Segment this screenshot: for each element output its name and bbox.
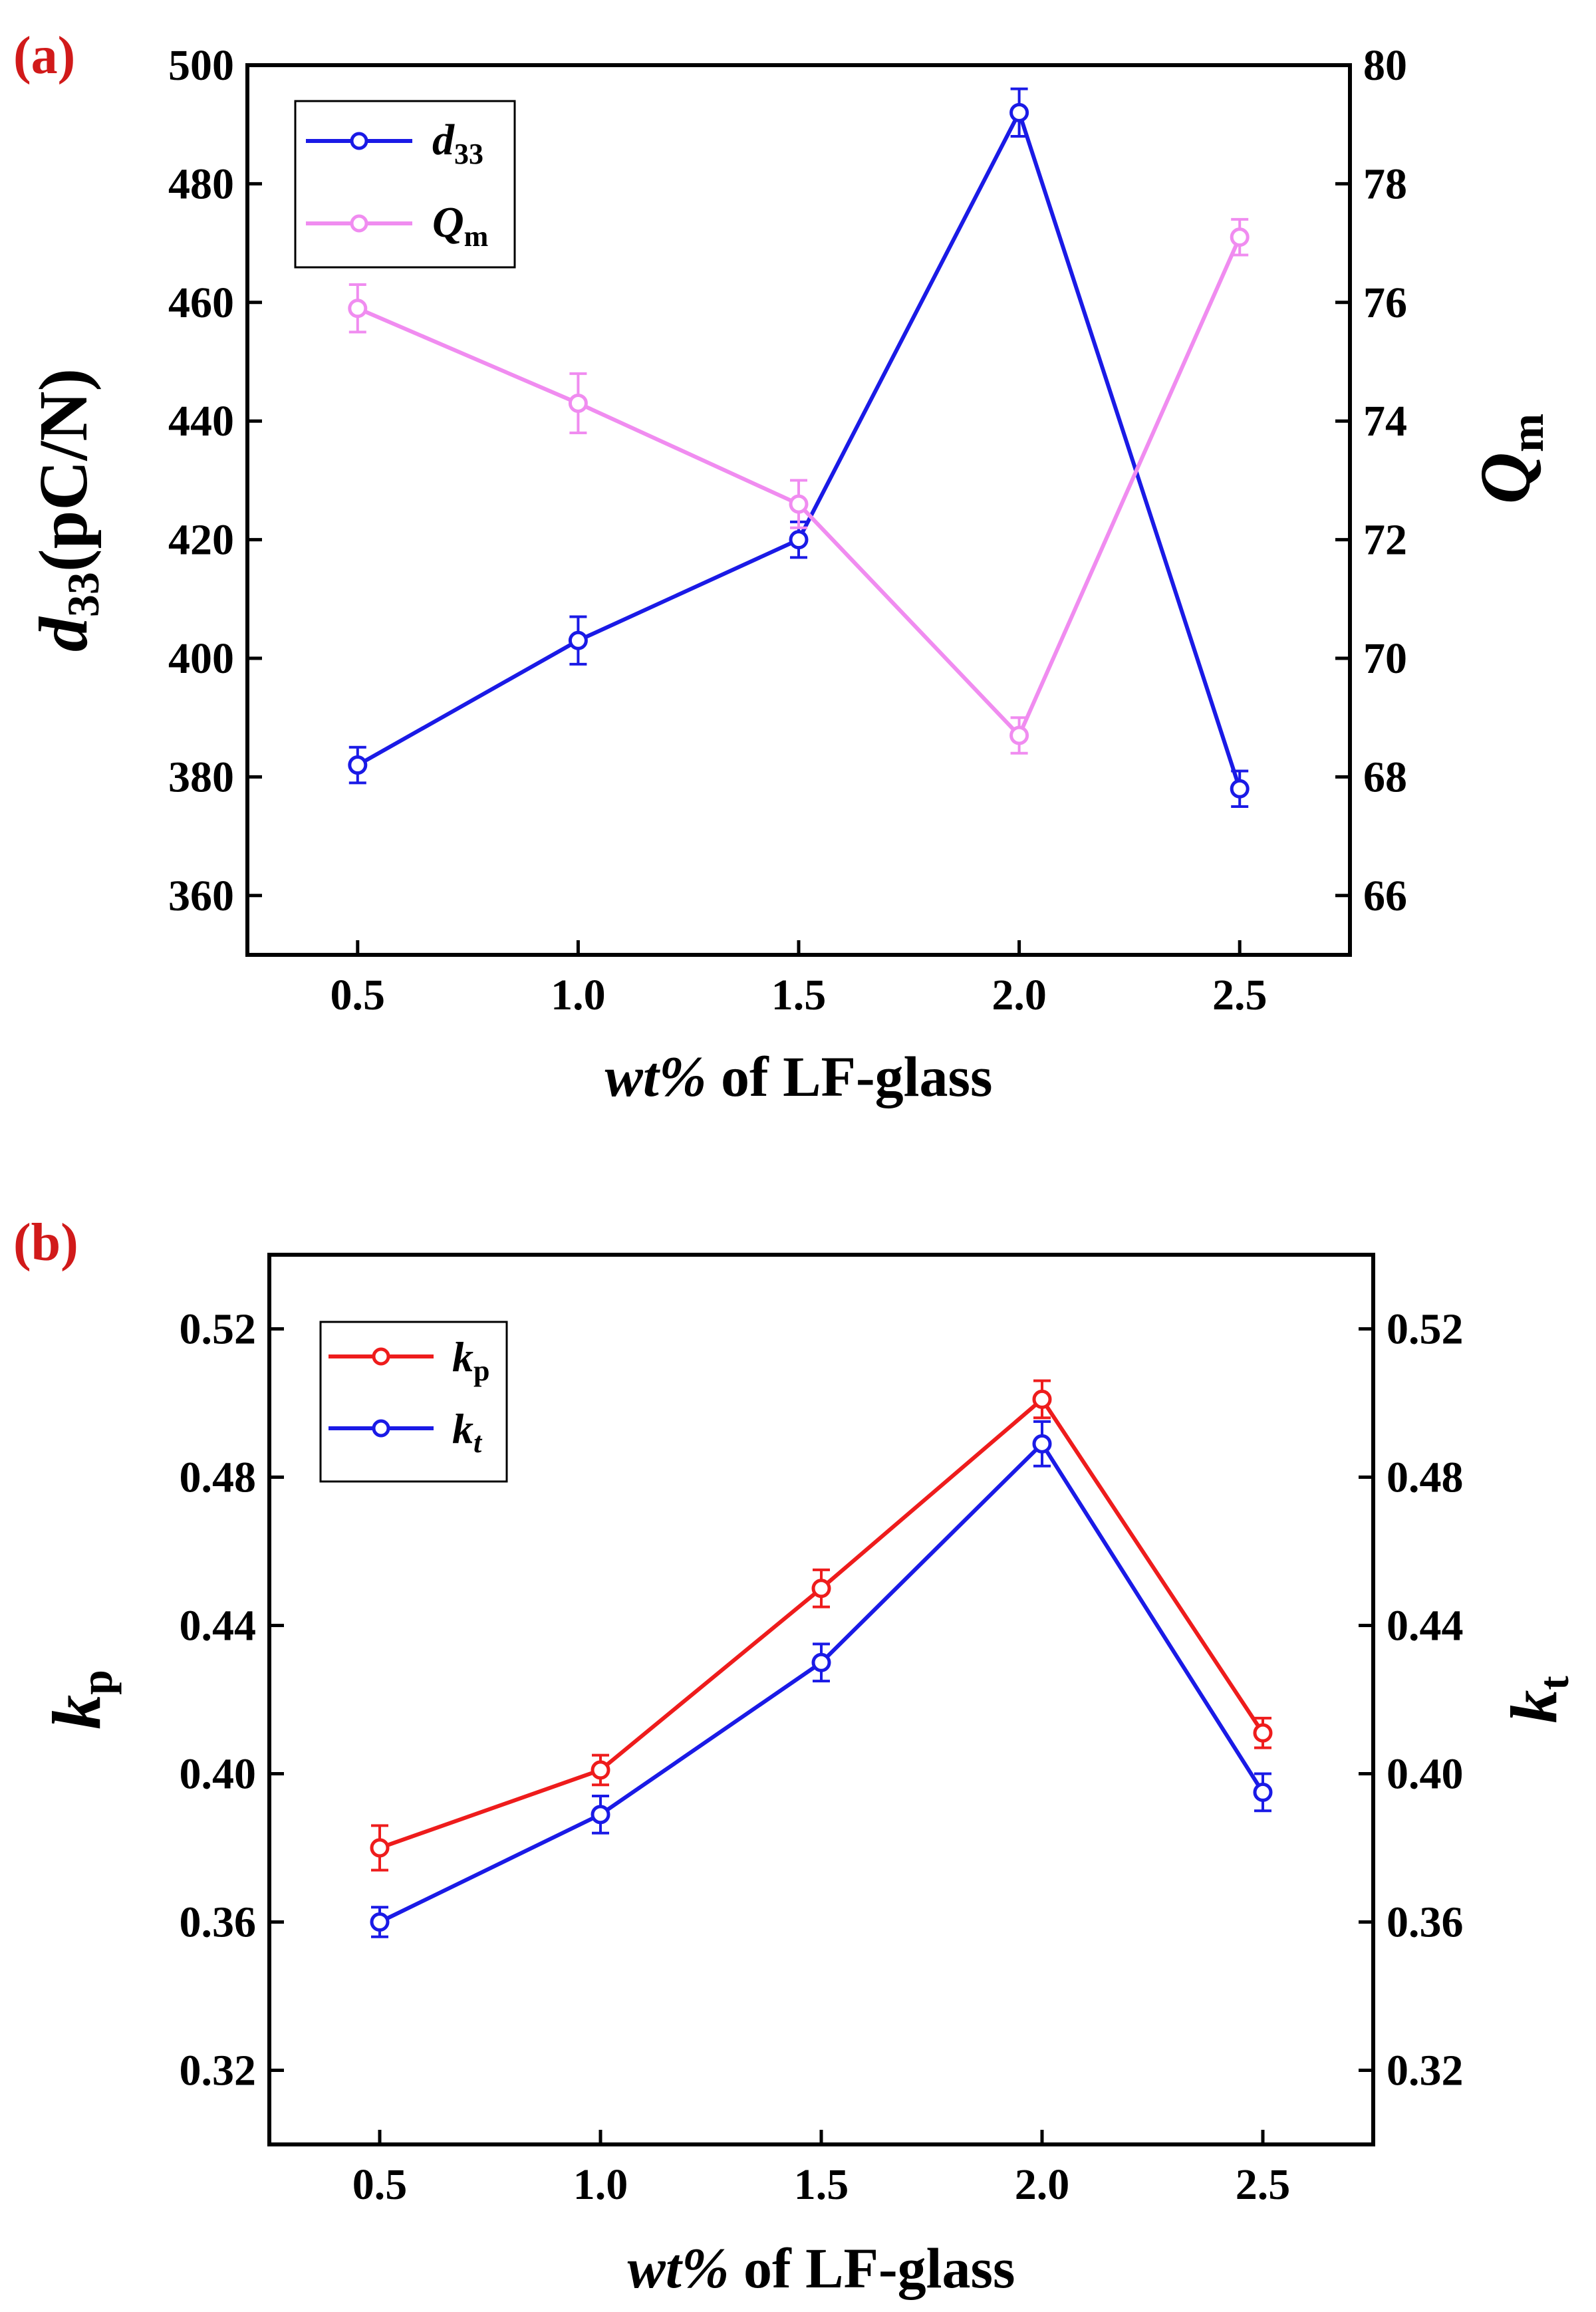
y-left-tick-label: 0.40: [180, 1750, 257, 1799]
y-right-tick-label: 0.40: [1387, 1750, 1464, 1799]
series-lines-b: [370, 1379, 1273, 1938]
x-axis-title-b: wt% of LF-glass: [628, 2236, 1015, 2300]
legend-marker-kp: [372, 1347, 390, 1366]
legend-label-d33: d33: [432, 116, 483, 170]
y-right-tick-label: 0.48: [1387, 1454, 1464, 1502]
data-point: [370, 1838, 390, 1858]
axis-ticks-a: 0.5 1.0 1.5 2.0 2.5 360 380 400 420 440 460 480 500 6…: [168, 41, 1407, 1019]
x-tick-label: 0.5: [352, 2160, 408, 2209]
data-point: [1253, 1782, 1273, 1802]
y-left-tick-label: 0.48: [180, 1454, 257, 1502]
series-line-1-0: [379, 1397, 1265, 1850]
x-tick-label: 1.0: [551, 971, 606, 1019]
data-point: [789, 494, 809, 514]
x-tick-label: 0.5: [331, 971, 386, 1019]
y-right-tick-label: 66: [1363, 872, 1407, 920]
y-left-tick-label: 380: [168, 753, 234, 801]
y-right-tick-label: 74: [1363, 397, 1407, 446]
x-tick-label: 1.0: [573, 2160, 628, 2209]
x-axis-title-a: wt% of LF-glass: [605, 1045, 993, 1108]
legend-b: kp kt: [319, 1321, 508, 1483]
y-right-tick-label: 0.36: [1387, 1898, 1464, 1947]
series-line-1-1: [378, 1442, 1265, 1924]
y-right-tick-label: 76: [1363, 279, 1407, 327]
data-point: [348, 299, 368, 319]
data-point: [1230, 227, 1250, 247]
x-tick-label: 2.0: [992, 971, 1047, 1019]
data-point: [591, 1805, 610, 1825]
data-point: [789, 530, 809, 550]
panel-a: (a) 0.5 1.0 1.5 2.0 2.5 360 380 400 420 440 460 480…: [13, 27, 1553, 1108]
y-left-tick-label: 460: [168, 279, 234, 327]
x-tick-label: 2.5: [1212, 971, 1267, 1019]
panel-label-b: (b): [13, 1214, 78, 1272]
data-point: [1032, 1389, 1052, 1409]
data-point: [370, 1912, 390, 1932]
y-right-tick-label: 72: [1363, 516, 1407, 565]
y-left-tick-label: 440: [168, 397, 234, 446]
y-right-tick-label: 70: [1363, 634, 1407, 683]
data-point: [568, 630, 588, 650]
series-lines-a: [348, 87, 1250, 808]
y-right-tick-label: 0.44: [1387, 1602, 1464, 1650]
data-point: [1253, 1723, 1273, 1743]
data-point: [568, 393, 588, 413]
y-axis-title-right-a: Qm: [1466, 414, 1553, 504]
legend-marker-qm: [350, 214, 368, 233]
x-tick-label: 1.5: [771, 971, 827, 1019]
y-right-tick-label: 68: [1363, 753, 1407, 801]
legend-box-a: [294, 100, 516, 269]
y-right-tick-label: 0.52: [1387, 1305, 1464, 1354]
y-left-tick-label: 400: [168, 634, 234, 683]
y-left-tick-label: 0.44: [180, 1602, 257, 1650]
data-point: [1009, 725, 1029, 745]
x-tick-label: 1.5: [794, 2160, 849, 2209]
legend-label-qm: Qm: [432, 198, 488, 253]
y-axis-title-left-a: d33(pC/N): [25, 368, 108, 652]
data-point: [348, 755, 368, 775]
y-left-tick-label: 0.36: [180, 1898, 257, 1947]
y-left-tick-label: 420: [168, 516, 234, 565]
y-left-tick-label: 0.32: [180, 2047, 257, 2095]
x-tick-label: 2.5: [1236, 2160, 1291, 2209]
y-axis-title-right-b: kt: [1497, 1676, 1577, 1724]
legend-label-kt: kt: [452, 1405, 483, 1459]
legend-marker-kt: [372, 1419, 390, 1438]
y-left-tick-label: 500: [168, 41, 234, 90]
y-right-tick-label: 78: [1363, 160, 1407, 208]
data-point: [811, 1652, 831, 1672]
axis-ticks-b: 0.5 1.0 1.5 2.0 2.5 0.32 0.36 0.40 0.44 0.48 0.52 0…: [180, 1305, 1464, 2210]
data-point: [1032, 1434, 1052, 1454]
y-left-tick-label: 360: [168, 872, 234, 920]
data-point: [591, 1760, 610, 1780]
data-point: [1230, 779, 1250, 799]
y-left-tick-label: 480: [168, 160, 234, 208]
legend-a: d33 Qm: [294, 100, 516, 269]
y-right-tick-label: 80: [1363, 41, 1407, 90]
legend-box-b: [319, 1321, 508, 1483]
x-tick-label: 2.0: [1015, 2160, 1070, 2209]
panel-label-a: (a): [13, 27, 75, 85]
data-point: [811, 1579, 831, 1599]
y-right-tick-label: 0.32: [1387, 2047, 1464, 2095]
y-axis-title-left-b: kp: [39, 1670, 122, 1730]
legend-label-kp: kp: [452, 1333, 489, 1387]
panel-b: (b) 0.5 1.0 1.5 2.0 2.50.320.360.400.440.480…: [13, 1214, 1577, 2300]
y-left-tick-label: 0.52: [180, 1305, 257, 1354]
data-point: [1009, 102, 1029, 122]
legend-marker-d33: [350, 132, 368, 150]
